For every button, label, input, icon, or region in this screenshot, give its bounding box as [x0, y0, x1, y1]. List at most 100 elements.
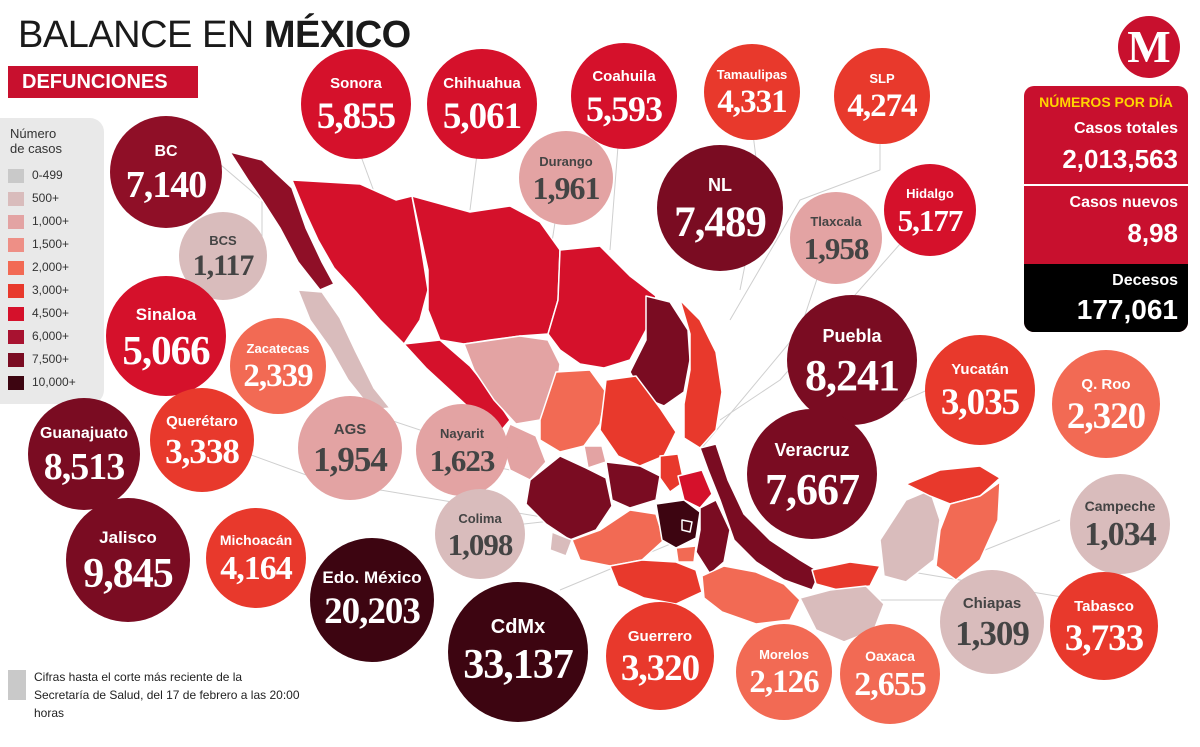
- state-name: Sonora: [330, 75, 382, 92]
- state-name: Querétaro: [166, 413, 238, 430]
- state-bubble: Tabasco 3,733: [1050, 572, 1158, 680]
- state-value: 4,274: [847, 88, 917, 124]
- footnote: Cifras hasta el corte más reciente de la…: [8, 668, 328, 720]
- state-bubble: Colima 1,098: [435, 489, 525, 579]
- state-name: Colima: [458, 511, 502, 526]
- stats-panel: NÚMEROS POR DÍA Casos totales 2,013,563 …: [1024, 86, 1188, 332]
- state-bubble: Chihuahua 5,061: [427, 49, 537, 159]
- state-value: 3,035: [940, 382, 1020, 423]
- state-name: Oaxaca: [865, 648, 915, 664]
- map-sonora: [291, 179, 429, 345]
- state-bubble: Veracruz 7,667: [747, 409, 877, 539]
- state-name: CdMx: [490, 616, 546, 638]
- footnote-line1: Cifras hasta el corte más reciente de la: [34, 670, 243, 684]
- state-bubble: SLP 4,274: [834, 48, 930, 144]
- map-colima: [549, 531, 573, 557]
- stats-divider: [1024, 184, 1188, 186]
- state-value: 2,655: [854, 666, 927, 703]
- state-bubble: NL 7,489: [657, 145, 783, 271]
- state-bubble: BC 7,140: [110, 116, 222, 228]
- state-name: AGS: [333, 421, 367, 438]
- new-cases-label: Casos nuevos: [1069, 194, 1178, 211]
- map-ags: [583, 445, 607, 469]
- stats-heading: NÚMEROS POR DÍA: [1039, 94, 1173, 110]
- state-value: 4,164: [220, 550, 293, 587]
- state-bubble: Guerrero 3,320: [606, 602, 714, 710]
- state-name: Edo. México: [322, 568, 422, 587]
- total-cases-value: 2,013,563: [1062, 144, 1178, 174]
- legend: Número de casos 0-499 500+ 1,000+ 1,500+ 2,0…: [0, 118, 104, 404]
- legend-swatch: [8, 169, 24, 183]
- legend-label: 500+: [32, 191, 60, 205]
- state-value: 3,733: [1064, 618, 1144, 659]
- state-name: Guerrero: [627, 628, 693, 645]
- state-value: 1,623: [429, 443, 496, 478]
- map-morelos: [675, 545, 697, 563]
- legend-swatch: [8, 376, 24, 390]
- state-bubble: Tlaxcala 1,958: [790, 192, 882, 284]
- subtitle-banner: DEFUNCIONES: [8, 66, 198, 98]
- state-value: 2,339: [243, 358, 313, 394]
- state-value: 1,309: [955, 614, 1030, 653]
- state-name: Michoacán: [219, 532, 293, 548]
- state-value: 4,331: [717, 84, 787, 120]
- state-name: Coahuila: [592, 68, 656, 85]
- state-bubble: CdMx 33,137: [448, 582, 588, 722]
- footnote-square: [8, 670, 26, 700]
- footnote-line2: Secretaría de Salud, del 17 de febrero a…: [34, 688, 300, 720]
- state-bubble: Durango 1,961: [519, 131, 613, 225]
- state-name: Yucatán: [951, 361, 1009, 378]
- state-name: Tabasco: [1074, 598, 1134, 615]
- state-value: 2,320: [1066, 396, 1146, 437]
- legend-label: 10,000+: [32, 375, 76, 389]
- state-value: 3,338: [165, 432, 240, 471]
- new-cases-value: 8,98: [1127, 218, 1178, 248]
- state-value: 1,117: [192, 249, 255, 282]
- state-bubble: Yucatán 3,035: [925, 335, 1035, 445]
- map-qroo: [935, 481, 1001, 581]
- state-bubble: Guanajuato 8,513: [28, 398, 140, 510]
- state-bubble: Morelos 2,126: [736, 624, 832, 720]
- state-bubble: Puebla 8,241: [787, 295, 917, 425]
- legend-swatch: [8, 215, 24, 229]
- map-jalisco: [525, 455, 613, 541]
- state-value: 8,241: [805, 351, 900, 400]
- state-bubble: Coahuila 5,593: [571, 43, 677, 149]
- legend-swatch: [8, 307, 24, 321]
- legend-label: 4,500+: [32, 306, 70, 320]
- state-value: 5,177: [897, 203, 964, 238]
- state-value: 7,489: [674, 199, 767, 246]
- state-name: Tamaulipas: [716, 67, 788, 82]
- state-bubble: Querétaro 3,338: [150, 388, 254, 492]
- state-bubble: Q. Roo 2,320: [1052, 350, 1160, 458]
- legend-title: Número de casos: [10, 126, 62, 156]
- state-name: Hidalgo: [906, 186, 954, 201]
- state-name: SLP: [869, 71, 895, 86]
- map-bc: [229, 151, 335, 291]
- map-campeche: [879, 489, 941, 583]
- title-light: BALANCE EN: [18, 14, 264, 56]
- deaths-value: 177,061: [1076, 294, 1178, 325]
- map-edomex: [655, 499, 701, 549]
- state-value: 5,593: [586, 89, 663, 129]
- state-name: NL: [708, 175, 732, 195]
- state-value: 33,137: [463, 642, 574, 688]
- state-name: Q. Roo: [1081, 376, 1131, 393]
- map-yucatan: [905, 465, 1001, 505]
- legend-label: 0-499: [32, 168, 63, 182]
- state-value: 1,954: [313, 440, 388, 479]
- state-bubble: Campeche 1,034: [1070, 474, 1170, 574]
- state-value: 9,845: [83, 551, 174, 597]
- legend-swatch: [8, 261, 24, 275]
- state-name: Veracruz: [774, 440, 850, 460]
- state-bubble: Sinaloa 5,066: [106, 276, 226, 396]
- map-bcs: [297, 289, 391, 411]
- state-name: Chiapas: [962, 595, 1022, 612]
- state-value: 3,320: [620, 648, 700, 689]
- legend-swatch: [8, 192, 24, 206]
- state-bubble: Hidalgo 5,177: [884, 164, 976, 256]
- state-name: Nayarit: [439, 426, 485, 441]
- map-puebla: [695, 499, 731, 575]
- map-chihuahua: [411, 195, 561, 345]
- map-nl: [629, 295, 691, 407]
